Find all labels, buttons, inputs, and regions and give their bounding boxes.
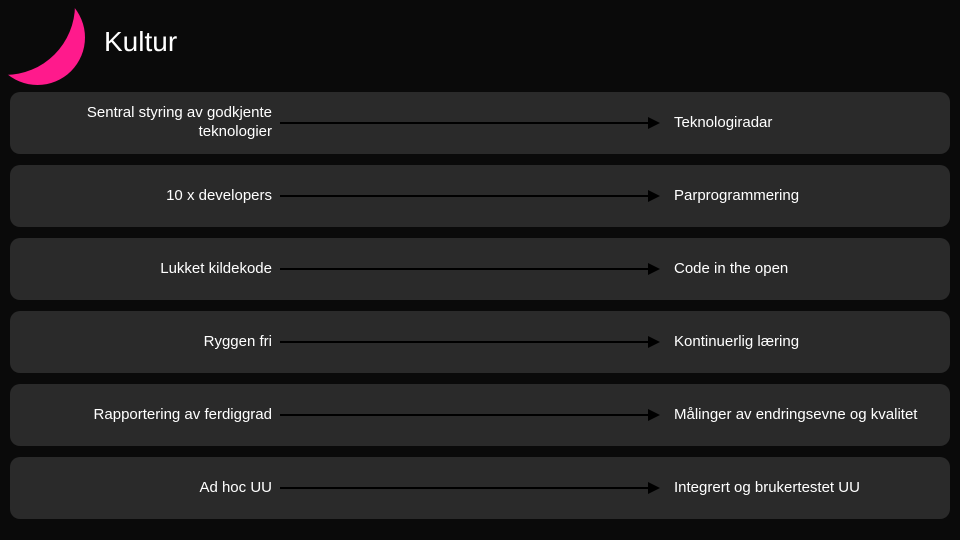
transition-row: Ad hoc UU Integrert og brukertestet UU (10, 457, 950, 519)
row-left-label: Sentral styring av godkjente teknologier (28, 104, 280, 142)
slide-title: Kultur (104, 26, 177, 58)
row-right-label: Teknologiradar (660, 114, 932, 133)
row-right-label: Målinger av endringsevne og kvalitet (660, 406, 932, 425)
row-right-label: Kontinuerlig læring (660, 333, 932, 352)
arrow-right-icon (280, 408, 660, 422)
arrow-right-icon (280, 189, 660, 203)
transition-rows: Sentral styring av godkjente teknologier… (0, 84, 960, 519)
row-right-label: Parprogrammering (660, 187, 932, 206)
arrow-right-icon (280, 116, 660, 130)
transition-row: Sentral styring av godkjente teknologier… (10, 92, 950, 154)
slide-header: Kultur (0, 0, 960, 84)
transition-row: Rapportering av ferdiggrad Målinger av e… (10, 384, 950, 446)
row-right-label: Code in the open (660, 260, 932, 279)
arrow-right-icon (280, 335, 660, 349)
arrow-right-icon (280, 262, 660, 276)
transition-row: Ryggen fri Kontinuerlig læring (10, 311, 950, 373)
transition-row: Lukket kildekode Code in the open (10, 238, 950, 300)
row-left-label: Ad hoc UU (28, 479, 280, 498)
transition-row: 10 x developers Parprogrammering (10, 165, 950, 227)
row-left-label: Rapportering av ferdiggrad (28, 406, 280, 425)
row-left-label: 10 x developers (28, 187, 280, 206)
row-right-label: Integrert og brukertestet UU (660, 479, 932, 498)
row-left-label: Ryggen fri (28, 333, 280, 352)
arrow-right-icon (280, 481, 660, 495)
row-left-label: Lukket kildekode (28, 260, 280, 279)
